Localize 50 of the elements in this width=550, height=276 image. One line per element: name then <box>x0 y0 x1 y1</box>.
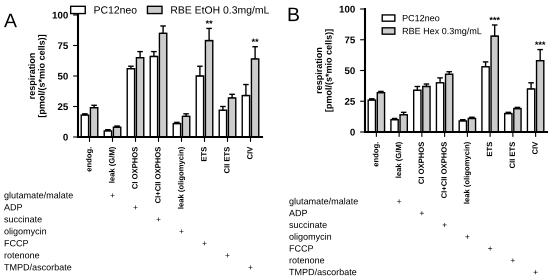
y-axis-title: respiration [pmol/(s*mio cells)] <box>315 29 334 112</box>
text: + <box>510 258 515 262</box>
text: + <box>397 199 402 204</box>
legend-label: PC12neo <box>94 6 137 14</box>
text: + <box>465 234 470 239</box>
y-tick-label: 75 <box>344 36 356 44</box>
y-tick-label: 100 <box>52 12 68 19</box>
text: glutamate/malate <box>289 198 358 206</box>
text: + <box>442 222 447 228</box>
legend-label: RBE Hex 0.3mg/mL <box>402 28 482 36</box>
chart-title: A <box>4 14 17 28</box>
text: succinate <box>289 221 327 228</box>
y-tick-label: 50 <box>344 67 355 74</box>
text: + <box>420 211 424 216</box>
text: + <box>156 217 161 222</box>
text: + <box>202 241 207 246</box>
annotation: *** <box>534 42 546 45</box>
text: FCCP <box>4 240 28 246</box>
text: succinate <box>4 216 42 222</box>
chart-title: B <box>288 8 299 22</box>
text: FCCP <box>290 245 314 252</box>
text: ADP <box>289 210 308 216</box>
text: + <box>133 205 138 210</box>
y-tick-label: 50 <box>58 72 68 80</box>
text: oligomycin <box>4 228 46 236</box>
y-tick-label: 100 <box>340 6 355 13</box>
legend-label: PC12neo <box>402 14 440 22</box>
y-axis-title: respiration [pmol/(s*mio cells)] <box>28 34 47 118</box>
annotation: ** <box>206 20 213 24</box>
legend-label: RBE EtOH 0.3mg/mL <box>171 6 269 16</box>
annotation: *** <box>489 16 500 20</box>
text: + <box>225 253 230 258</box>
y-tick-label: 0 <box>350 128 355 136</box>
text: rotenone <box>4 252 40 258</box>
text: rotenone <box>290 257 324 264</box>
y-tick-label: 25 <box>58 103 68 110</box>
text: + <box>488 246 492 251</box>
text: + <box>110 193 115 198</box>
annotation: ** <box>252 38 259 42</box>
text: TMPD/ascorbate <box>289 268 356 276</box>
y-tick-label: 0 <box>63 134 68 141</box>
text: TMPD/ascorbate <box>4 264 72 270</box>
text: glutamate/malate <box>4 192 73 200</box>
text: oligomycin <box>289 233 332 242</box>
y-tick-label: 75 <box>58 42 68 50</box>
text: + <box>248 265 253 270</box>
text: + <box>534 270 538 274</box>
text: ADP <box>4 204 22 210</box>
y-tick-label: 25 <box>344 98 356 105</box>
text: + <box>179 229 184 234</box>
